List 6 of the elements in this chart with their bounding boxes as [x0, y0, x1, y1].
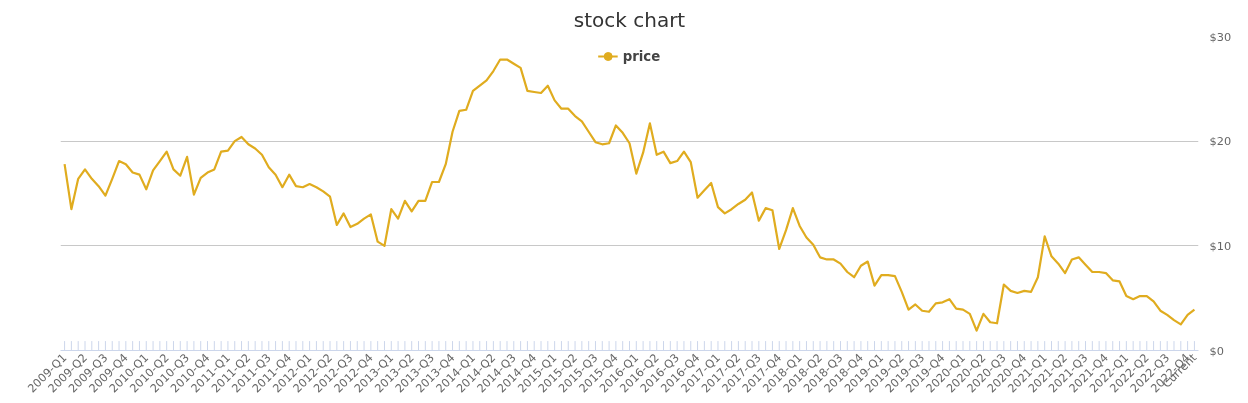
chart-title: stock chart — [573, 7, 686, 32]
y-tick-label: $0 — [1209, 343, 1224, 358]
y-tick-label: $30 — [1209, 29, 1232, 44]
y-tick-label: $20 — [1209, 134, 1232, 149]
legend-label: price — [622, 48, 661, 64]
y-tick-label: $10 — [1209, 238, 1232, 253]
